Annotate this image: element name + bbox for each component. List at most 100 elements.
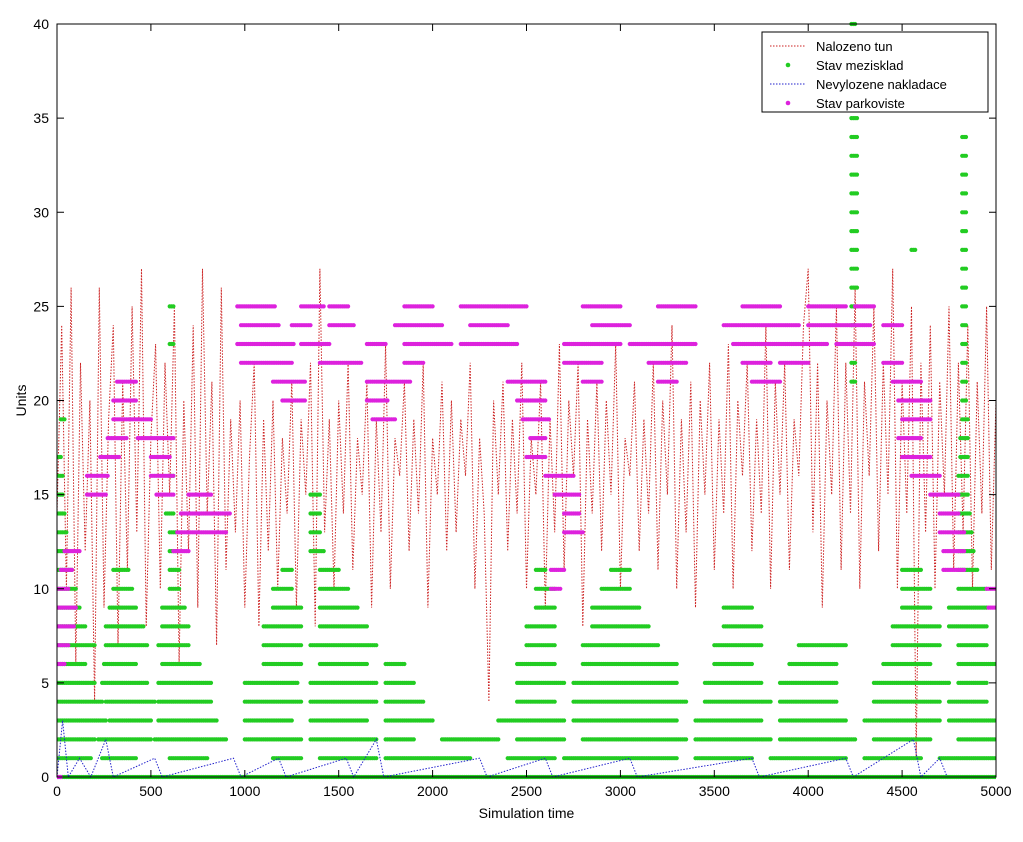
data-point — [963, 285, 969, 290]
data-point — [364, 624, 369, 629]
data-point — [618, 341, 623, 347]
plot-area — [57, 21, 996, 780]
data-point — [133, 379, 138, 384]
data-point — [299, 661, 304, 667]
data-point — [299, 737, 304, 742]
data-point — [133, 756, 138, 761]
data-point — [66, 643, 71, 648]
data-point — [364, 718, 369, 723]
data-point — [105, 473, 110, 478]
data-point — [351, 323, 356, 328]
data-point — [928, 661, 933, 667]
series-line-0 — [57, 268, 996, 759]
data-point — [975, 567, 980, 573]
data-point — [963, 360, 969, 365]
data-point — [543, 454, 548, 460]
data-point — [145, 643, 150, 648]
data-point — [148, 737, 153, 742]
data-point — [918, 756, 924, 761]
data-point — [963, 379, 969, 384]
data-point — [928, 586, 933, 591]
data-point — [374, 756, 379, 761]
data-point — [834, 661, 839, 667]
data-point — [546, 417, 552, 422]
data-point — [64, 530, 69, 535]
data-point — [552, 605, 557, 610]
data-point — [449, 341, 454, 347]
data-point — [411, 680, 416, 686]
data-point — [100, 699, 105, 704]
data-point — [627, 567, 632, 573]
data-point — [374, 680, 379, 686]
data-point — [768, 360, 773, 365]
data-point — [824, 341, 830, 347]
data-point — [993, 756, 996, 761]
data-point — [321, 549, 326, 554]
data-point — [392, 417, 398, 422]
data-point — [289, 586, 294, 591]
data-point — [302, 398, 307, 403]
data-point — [130, 586, 135, 591]
data-point — [552, 643, 557, 648]
data-point — [963, 210, 969, 215]
data-point — [171, 473, 176, 478]
data-point — [171, 511, 176, 516]
data-point — [66, 586, 71, 591]
data-point — [963, 247, 969, 252]
data-point — [177, 586, 182, 591]
data-point — [984, 680, 989, 686]
data-point — [141, 624, 146, 629]
data-point — [965, 492, 970, 497]
data-point — [289, 567, 294, 573]
data-point — [854, 172, 860, 177]
data-point — [408, 379, 413, 384]
data-point — [674, 718, 679, 723]
data-point — [558, 586, 563, 591]
data-point — [854, 266, 860, 271]
data-point — [913, 247, 918, 252]
data-point — [186, 643, 191, 648]
data-point — [336, 567, 341, 573]
data-point — [674, 661, 679, 667]
data-point — [124, 436, 129, 441]
data-point — [854, 247, 860, 252]
data-point — [759, 718, 764, 723]
data-point — [552, 624, 557, 629]
data-point — [984, 643, 989, 648]
data-point — [674, 680, 679, 686]
data-point — [637, 605, 642, 610]
data-point — [83, 624, 88, 629]
data-point — [562, 718, 567, 723]
data-point — [92, 680, 97, 686]
data-point — [496, 737, 501, 742]
data-point — [62, 511, 67, 516]
data-point — [963, 304, 969, 309]
data-point — [364, 661, 369, 667]
data-point — [152, 699, 157, 704]
data-point — [834, 680, 839, 686]
data-point — [327, 341, 332, 347]
data-point — [963, 172, 969, 177]
data-point — [693, 341, 698, 347]
data-point — [577, 511, 582, 516]
data-point — [62, 661, 67, 667]
data-point — [177, 567, 182, 573]
data-point — [674, 379, 679, 384]
data-point — [768, 699, 773, 704]
data-point — [854, 116, 860, 121]
data-point — [299, 624, 304, 629]
data-point — [854, 210, 860, 215]
data-point — [133, 661, 138, 667]
data-point — [223, 737, 229, 742]
data-point — [276, 323, 281, 328]
data-point — [918, 436, 924, 441]
data-point — [186, 624, 191, 629]
data-point — [928, 737, 933, 742]
data-point — [571, 473, 576, 478]
data-point — [928, 605, 933, 610]
data-point — [684, 699, 689, 704]
data-point — [167, 454, 172, 460]
data-point — [317, 511, 322, 516]
data-point — [182, 605, 187, 610]
